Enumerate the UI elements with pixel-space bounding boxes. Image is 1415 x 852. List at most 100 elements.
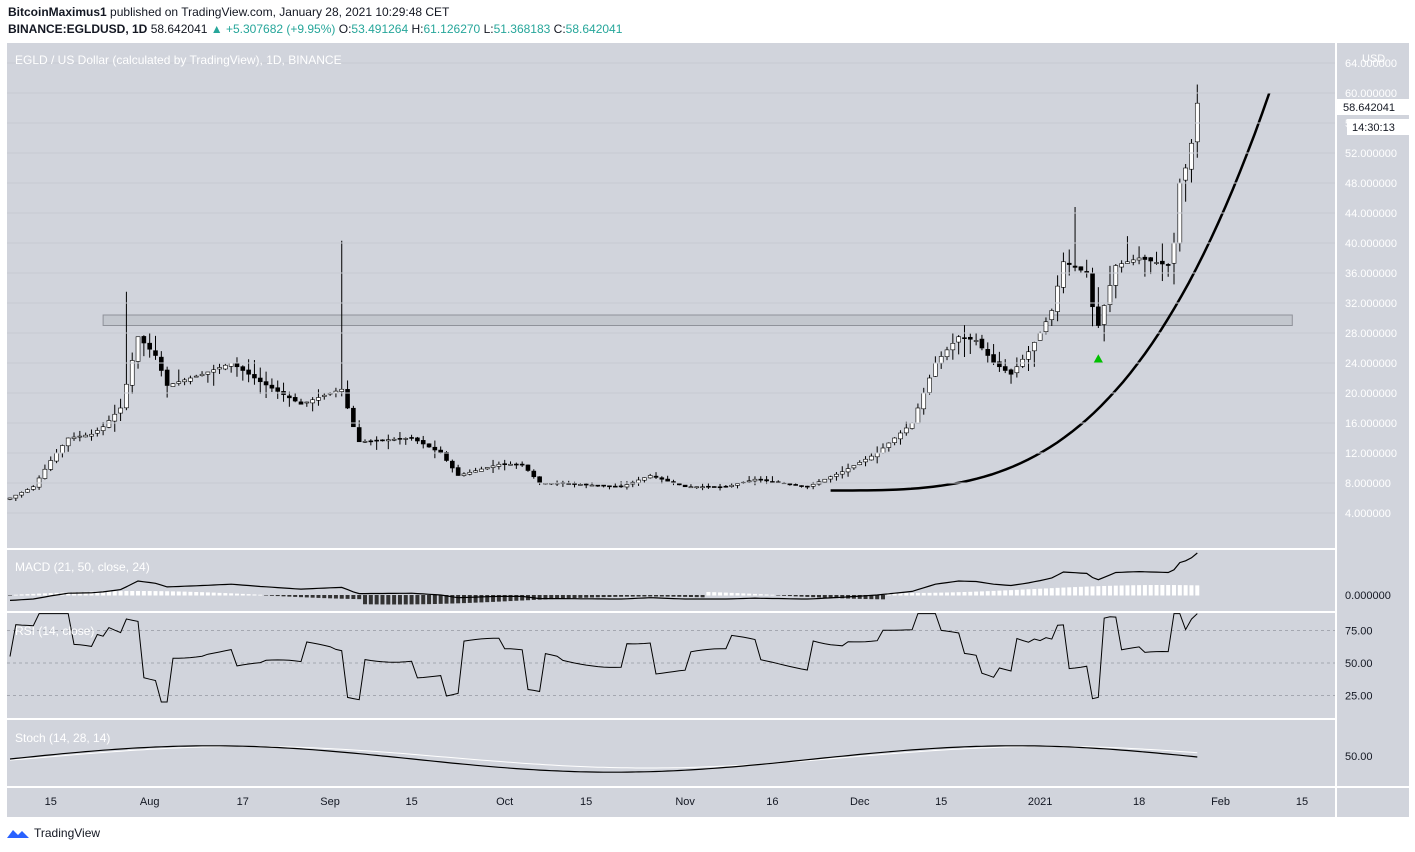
candle-body: [659, 477, 665, 480]
macd-histogram-bar: [293, 595, 298, 597]
macd-histogram-bar: [782, 595, 787, 596]
macd-histogram-bar: [904, 592, 909, 596]
time-tick-label: 15: [405, 796, 417, 808]
stoch-k-line: [9, 745, 1198, 773]
macd-histogram-bar: [386, 595, 391, 605]
macd-histogram-bar: [118, 591, 123, 596]
candle-body: [374, 439, 379, 442]
candle-body: [124, 383, 129, 409]
candle-body: [147, 342, 152, 350]
macd-histogram-bar: [799, 595, 804, 597]
macd-histogram-bar: [380, 595, 385, 605]
candle-body: [519, 463, 525, 466]
macd-histogram-bar: [141, 591, 146, 596]
macd-histogram-bar: [729, 592, 734, 596]
candle-body: [217, 367, 222, 370]
macd-histogram-bar: [1020, 589, 1025, 596]
macd-histogram-bar: [875, 595, 880, 600]
macd-histogram-bar: [415, 595, 420, 605]
macd-histogram-bar: [566, 595, 571, 599]
macd-histogram-bar: [397, 595, 402, 605]
macd-histogram-bar: [991, 590, 996, 596]
candle-body: [89, 433, 94, 437]
candle-body: [473, 470, 478, 473]
rsi-group: 75.00 50.00 25.00: [7, 613, 1373, 703]
candle-body: [54, 452, 59, 462]
time-tick-label: Sep: [320, 796, 340, 808]
candle-body: [938, 356, 944, 364]
macd-histogram-bar: [537, 595, 542, 600]
macd-histogram-bar: [450, 595, 455, 604]
macd-histogram-bar: [456, 595, 461, 604]
macd-histogram-bar: [124, 591, 129, 596]
candle-body: [682, 484, 688, 488]
candle-body: [787, 483, 793, 486]
macd-line: [9, 552, 1198, 601]
publish-line: BitcoinMaximus1 published on TradingView…: [8, 5, 449, 19]
candle-body: [1090, 272, 1095, 308]
macd-histogram-bar: [595, 595, 600, 598]
macd-histogram-bar: [246, 594, 251, 596]
candle-body: [83, 434, 88, 438]
author-name[interactable]: BitcoinMaximus1: [8, 5, 107, 19]
price-change: ▲ +5.307682 (+9.95%): [210, 22, 336, 36]
macd-histogram-bar: [130, 591, 135, 596]
candle-body: [60, 445, 65, 454]
candle-body: [583, 483, 589, 486]
price-axis-bg: [1337, 43, 1409, 786]
candle-body: [892, 437, 897, 443]
macd-histogram-bar: [1073, 587, 1078, 596]
macd-histogram-bar: [613, 595, 618, 597]
price-tick-label: 32.000000: [1345, 298, 1397, 310]
macd-histogram-bar: [543, 595, 548, 600]
macd-histogram-bar: [869, 595, 874, 600]
macd-histogram-bar: [939, 592, 944, 596]
macd-histogram-bar: [112, 591, 117, 596]
macd-histogram-bar: [898, 592, 903, 596]
macd-histogram-bar: [741, 593, 746, 596]
macd-histogram-bar: [19, 594, 24, 596]
candle-body: [234, 362, 240, 368]
candle-body: [321, 394, 327, 397]
candle-body: [257, 377, 263, 383]
candle-body: [490, 465, 496, 468]
macd-histogram-bar: [281, 595, 286, 597]
macd-histogram-bar: [1026, 589, 1031, 596]
price-tag: [1337, 99, 1409, 115]
candle-body: [444, 452, 449, 461]
macd-histogram-bar: [968, 591, 973, 596]
candle-body: [956, 336, 961, 343]
candle-body: [199, 373, 205, 377]
candle-body: [403, 438, 409, 440]
candle-body: [1136, 257, 1142, 261]
macd-histogram-bar: [200, 592, 205, 596]
chart-svg[interactable]: 0.000000 75.00 50.00 25.00 50.00 4.000000 8…: [7, 43, 1409, 817]
price-tick-label: 64.000000: [1345, 58, 1397, 70]
macd-group: 0.000000: [8, 552, 1391, 605]
candle-body: [962, 337, 967, 339]
macd-histogram-bar: [1049, 588, 1054, 596]
candle-body: [223, 364, 228, 370]
macd-histogram-bar: [368, 595, 373, 605]
candle-body: [1119, 263, 1124, 268]
candle-body: [129, 360, 135, 386]
countdown-text: 14:30:13: [1352, 122, 1395, 134]
macd-histogram-bar: [712, 592, 717, 596]
candle-body: [246, 369, 251, 375]
candle-body: [717, 486, 723, 489]
macd-histogram-bar: [217, 592, 222, 596]
candle-body: [642, 477, 647, 481]
macd-histogram-bar: [665, 595, 670, 597]
candle-body: [1002, 366, 1008, 371]
candle-body: [758, 478, 764, 481]
macd-histogram-bar: [805, 595, 810, 597]
rsi-line: [9, 613, 1198, 703]
candle-body: [898, 432, 903, 440]
chart-area[interactable]: 0.000000 75.00 50.00 25.00 50.00 4.000000 8…: [7, 43, 1409, 817]
macd-histogram-bar: [857, 595, 862, 599]
macd-histogram-bar: [25, 594, 30, 596]
footer[interactable]: TradingView: [6, 826, 100, 840]
price-tag-text: 58.642041: [1343, 102, 1395, 114]
candle-body: [595, 484, 601, 487]
candle-body: [205, 371, 211, 375]
